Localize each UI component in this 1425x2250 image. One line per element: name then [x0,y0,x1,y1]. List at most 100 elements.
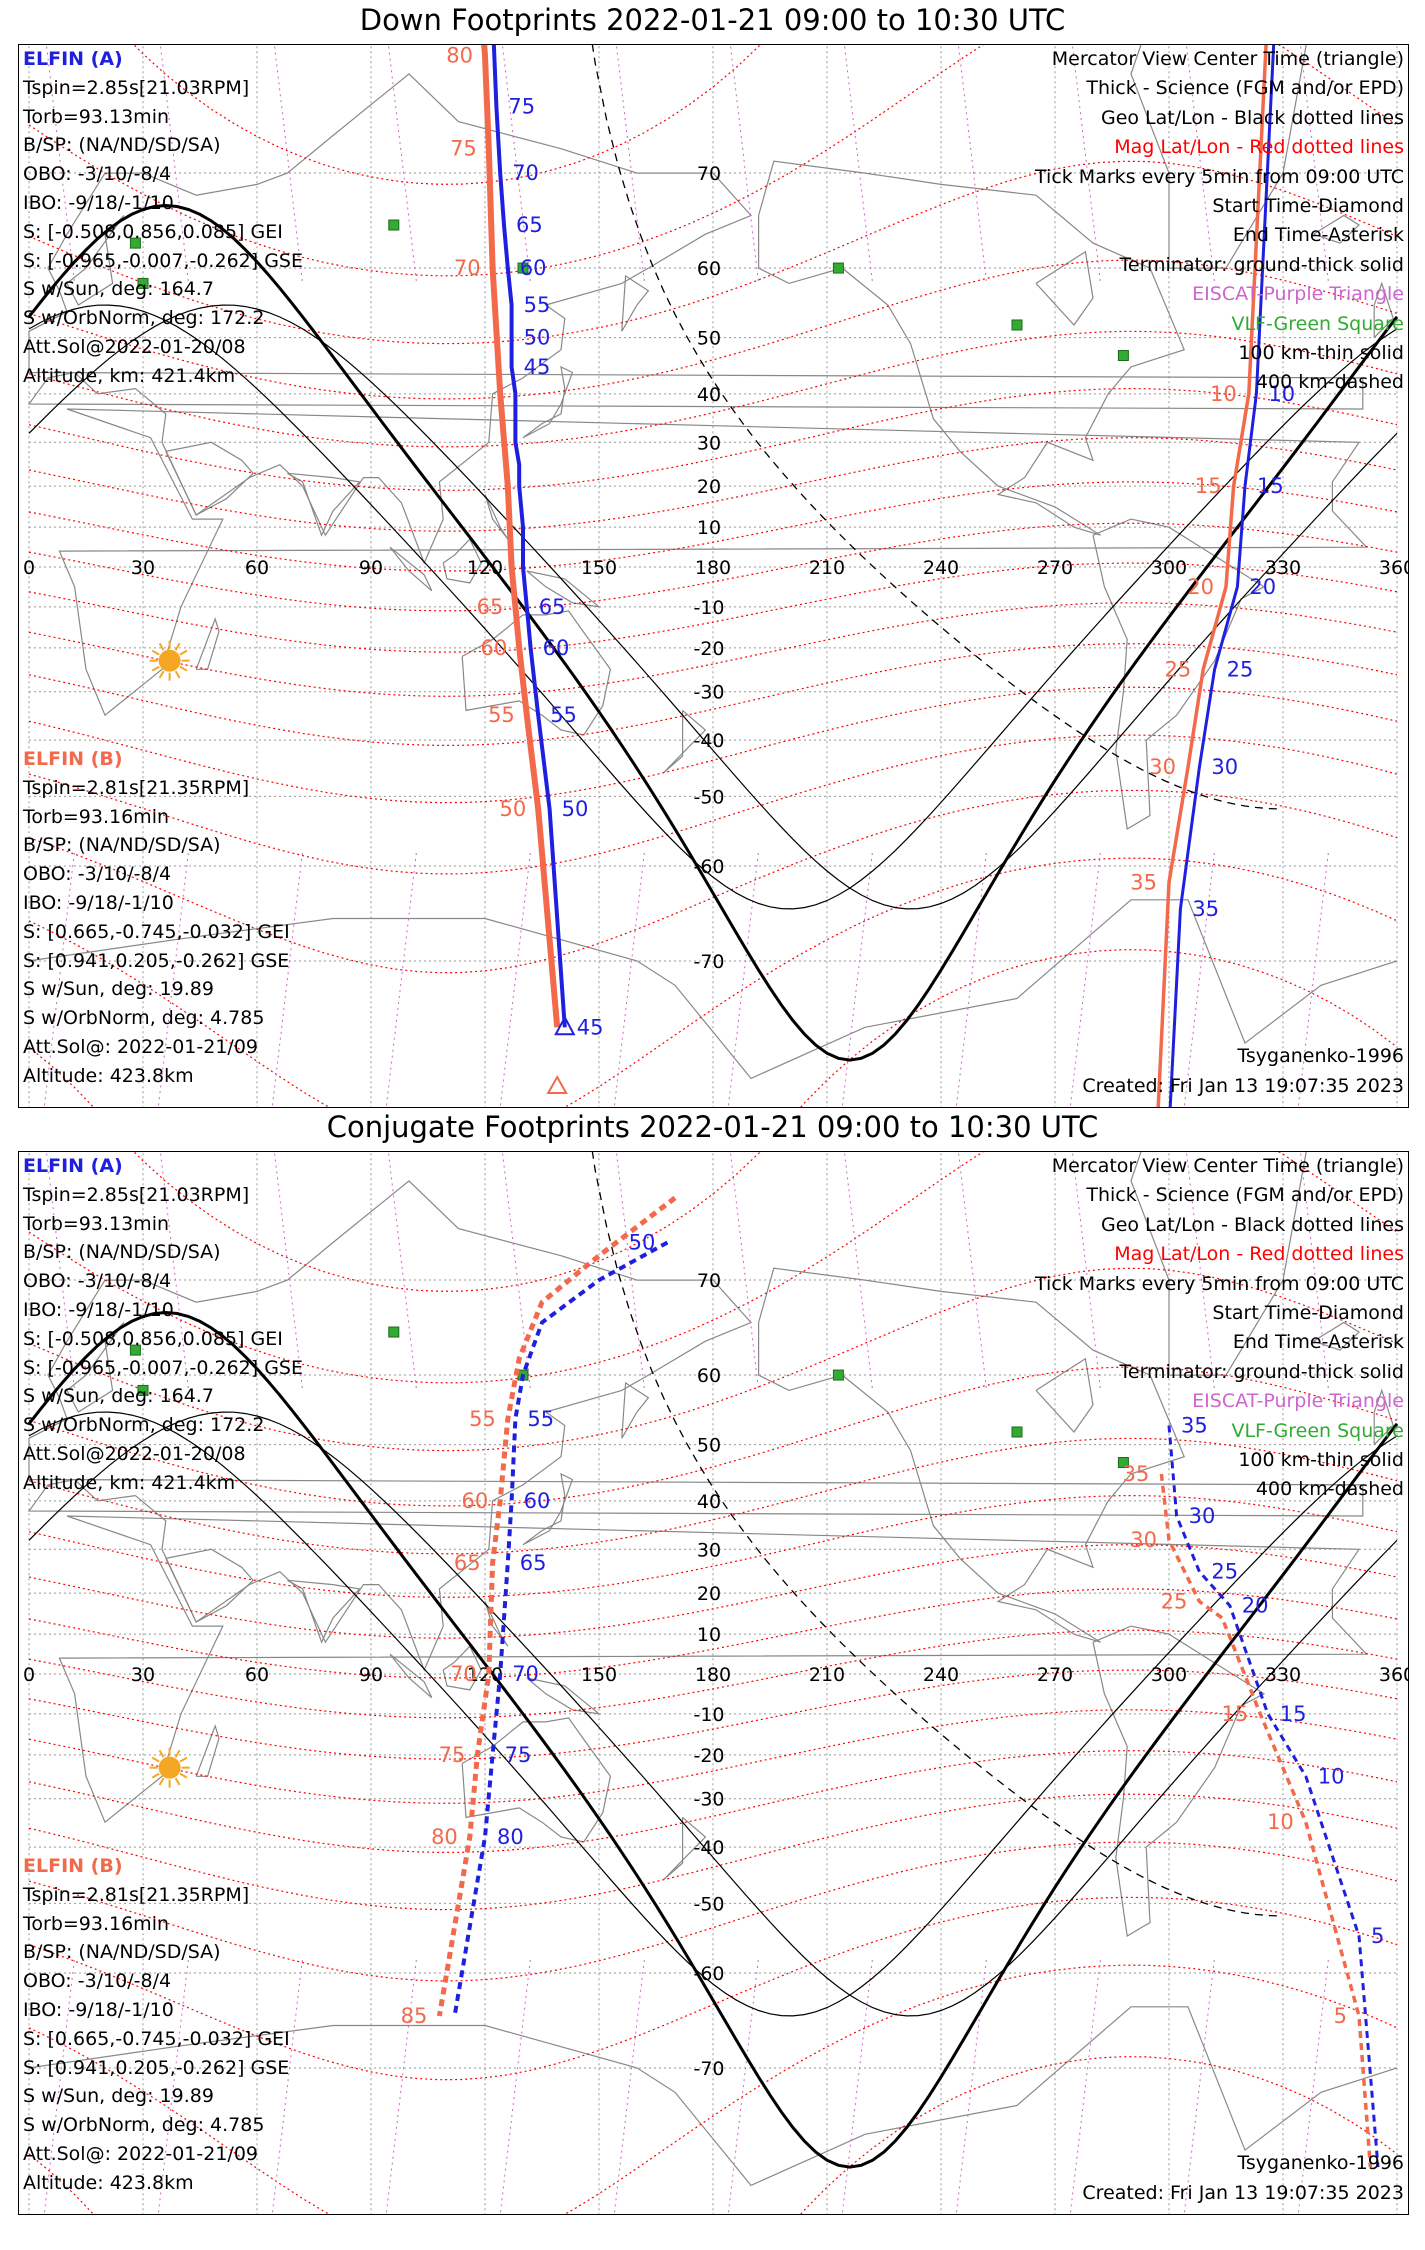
coastline [287,1579,361,1644]
elfin-a-name: ELFIN (A) [23,48,123,70]
legend-item: Mercator View Center Time (triangle) [1051,48,1404,70]
legend-item: VLF-Green Square [1231,312,1404,335]
elfin-b-name: ELFIN (B) [23,748,123,770]
elfin-a-track-2-tick-label: 35 [1192,897,1219,921]
x-tick-label: 150 [581,557,617,579]
mag-lat-line [28,1544,1398,1639]
terminator-ground [27,1310,1399,2169]
terminator-100km [28,304,1398,910]
elfin-b-track-2 [1159,1473,1373,2168]
terminator-100km-2 [28,1411,1398,2017]
elfin-b-track-tick-label: 65 [454,1551,481,1575]
info-line: Altitude, km: 421.4km [23,364,236,387]
elfin-b-track-tick-label: 65 [477,595,504,619]
vlf-square [388,219,400,231]
legend-item: Start Time-Diamond [1212,194,1404,217]
coastline [1130,1152,1307,1376]
info-line: OBO: -3/10/-8/4 [23,1270,172,1293]
info-line: S w/Sun, deg: 164.7 [23,1385,214,1408]
elfin-b-track-2-tick-label: 35 [1123,1462,1150,1486]
x-tick-label: 120 [467,1664,503,1686]
elfin-b-track-tick-label: 70 [450,1662,477,1686]
elfin-b-info: ELFIN (B) Tspin=2.81s[21.35RPM] Torb=93.… [23,1852,290,2198]
sun-ray [174,642,181,651]
info-line: S: [0.665,-0.745,-0.032] GEI [23,2027,290,2050]
terminator-400km [591,45,1280,810]
elfin-a-track-tick-label: 45 [524,355,551,379]
y-tick-label: 10 [697,1624,721,1646]
legend-item: EISCAT-Purple Triangle [1192,1390,1404,1413]
y-tick-label: -40 [693,1837,724,1859]
map-panel-conjugate: 0 30 60 90 120 150 180 210 240 270 300 330 360 70 60 50… [18,1151,1409,2215]
elfin-b-track-tick-label: 75 [439,1743,466,1767]
legend: Mercator View Center Time (triangle) Thi… [1035,45,1404,398]
mag-lat-line [28,1669,1398,1760]
mag-meridian [385,850,418,1107]
legend-item: VLF-Green Square [1231,1419,1404,1442]
terminator-400km [591,1152,1280,1917]
coastline [389,546,433,592]
mag-lat-line [28,1964,1398,2214]
sun-icon [158,1756,181,1779]
elfin-b-track-2-tick-label: 25 [1161,1589,1188,1613]
y-tick-label: 50 [697,1435,721,1457]
mag-lat-line [28,1629,1398,1719]
elfin-b-track-2-tick-label: 25 [1164,657,1191,681]
elfin-b-track-tick-label: 75 [450,137,477,161]
y-tick-label: 70 [697,163,721,185]
y-tick-label: 30 [697,432,721,454]
y-tick-label: -60 [693,856,724,878]
elfin-a-track-2-tick-label: 30 [1211,755,1238,779]
elfin-a-track-2-tick-label: 25 [1211,1560,1238,1584]
mag-meridian [727,850,760,1107]
mag-lat-line [28,160,1398,345]
vlf-square [129,1344,141,1356]
sun-icon [158,649,181,672]
legend-item: 400 km-dashed [1255,371,1404,394]
coastline [757,160,1186,536]
coastline [1092,518,1266,830]
mag-meridian [385,1957,418,2214]
elfin-a-track-tick-label: 75 [508,95,535,119]
elfin-b-track-2-tick-label: 5 [1334,2004,1347,2028]
mag-lat-line [28,1152,1398,1384]
coastline [663,1816,707,1881]
elfin-a-track-tick-label: 70 [512,1662,539,1686]
sun-ray [174,670,181,679]
coastline [1092,1625,1266,1937]
coastline [522,365,574,439]
vlf-square [129,237,141,249]
x-tick-label: 0 [23,1664,35,1686]
mag-lat-line [28,1588,1398,1679]
info-line: Altitude: 423.8km [23,1064,194,1087]
x-tick-label: 360 [1379,557,1408,579]
info-line: S: [0.665,-0.745,-0.032] GEI [23,920,290,943]
vlf-square [1011,1426,1023,1438]
x-tick-label: 60 [245,1664,269,1686]
info-line: Tspin=2.85s[21.03RPM] [23,1183,250,1206]
info-line: S w/OrbNorm, deg: 4.785 [23,1007,265,1030]
sun-ray [151,1756,160,1763]
mag-meridian [955,1957,988,2214]
y-tick-label: -20 [693,1745,724,1767]
sun-ray [179,1756,188,1763]
coastline [1130,45,1307,269]
mag-lat-line [28,857,1398,1107]
sun-ray [179,1772,188,1779]
mag-meridian [499,1957,532,2214]
vlf-square [1117,350,1129,362]
info-line: S w/Sun, deg: 19.89 [23,978,214,1001]
y-tick-label: -40 [693,730,724,752]
mag-lat-line [28,1896,1398,2081]
coastline [165,441,255,516]
vlf-square [832,262,844,274]
terminator-ground [27,203,1399,1062]
elfin-b-track-2-tick-label: 30 [1149,755,1176,779]
mag-lat-line [28,789,1398,974]
panel-title-conjugate: Conjugate Footprints 2022-01-21 09:00 to… [326,1110,1099,1144]
elfin-b-track [481,45,561,1028]
y-tick-label: -10 [693,597,724,619]
coastline [165,1548,255,1623]
legend-item: 400 km-dashed [1255,1478,1404,1501]
info-line: OBO: -3/10/-8/4 [23,863,172,886]
